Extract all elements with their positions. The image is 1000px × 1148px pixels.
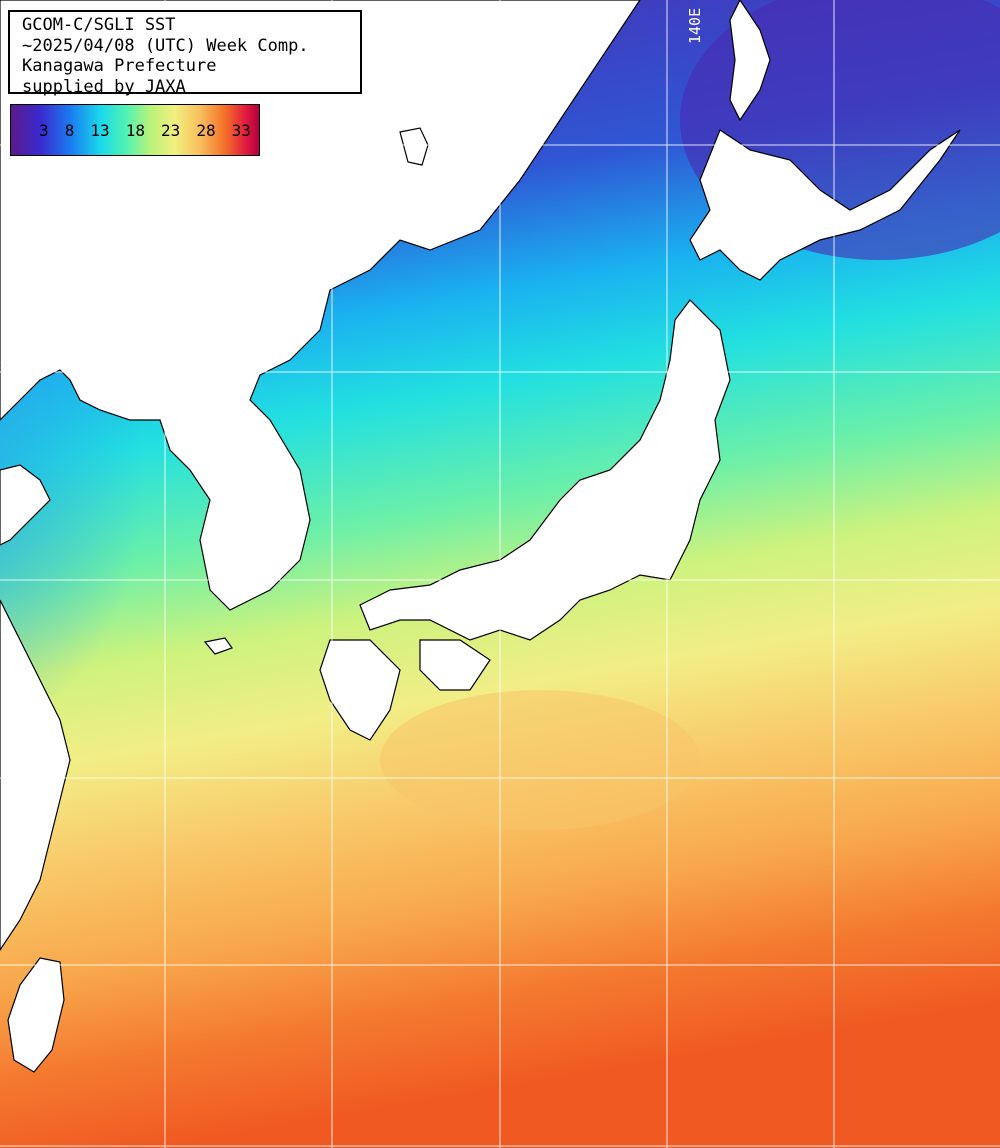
colorbar-tick: 13 (90, 120, 110, 140)
colorbar-tick: 33 (231, 120, 251, 140)
kuroshio-warm-current (380, 690, 700, 830)
land-taiwan (7, 957, 65, 1073)
colorbar-tick: 3 (39, 120, 49, 140)
info-line-credit: supplied by JAXA (22, 76, 186, 97)
colorbar-tick: 18 (125, 120, 145, 140)
land-kyushu (319, 639, 401, 741)
colorbar-tick: 28 (196, 120, 216, 140)
grid-label-latitude: 40N (0, 352, 28, 370)
land-china-east-coast (0, 599, 71, 952)
land-hokkaido (689, 129, 961, 281)
info-line-product: GCOM-C/SGLI SST (22, 15, 176, 35)
info-line-region: Kanagawa Prefecture (22, 56, 217, 76)
grid-label-longitude: 140E (686, 7, 704, 44)
land-sakhalin (729, 0, 771, 122)
colorbar-tick: 8 (64, 120, 75, 140)
land-honshu (359, 299, 731, 641)
sst-colorbar: 3 8 13 18 23 28 33 (10, 104, 260, 156)
colorbar-tick: 23 (161, 120, 181, 140)
land-rishiri-island (399, 127, 429, 166)
colorbar-ticks: 3 8 13 18 23 28 33 (11, 105, 259, 155)
land-shikoku (419, 639, 491, 691)
land-jeju (203, 637, 233, 655)
land-china-coast (0, 464, 51, 546)
info-line-date: ~2025/04/08 (UTC) Week Comp. (22, 35, 309, 56)
map-info-box: GCOM-C/SGLI SST ~2025/04/08 (UTC) Week C… (8, 10, 362, 97)
